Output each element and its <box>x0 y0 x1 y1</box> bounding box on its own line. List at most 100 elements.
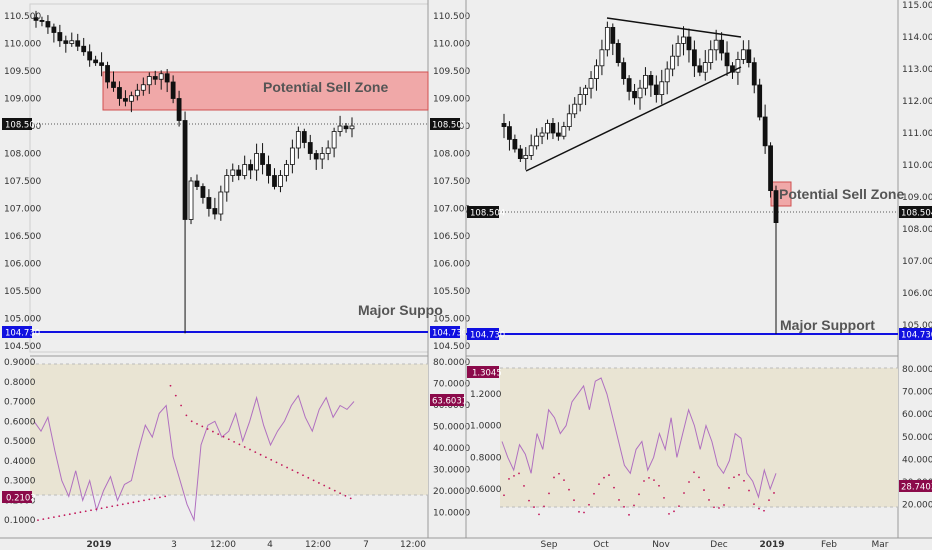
right-osc-dot <box>753 503 755 506</box>
left-candle-up <box>134 89 140 97</box>
left-price-tick-l: 104.500 <box>4 342 41 352</box>
left-support-label-bg-l <box>2 326 32 338</box>
right-price-label-bg-l <box>467 206 499 218</box>
right-candle-down <box>615 43 621 64</box>
left-price-tick-r: 107.000 <box>433 205 470 215</box>
right-candle-up <box>523 154 529 159</box>
right-osc-label-bg-l <box>467 366 499 378</box>
left-osc-dot <box>254 451 257 454</box>
right-osc-line <box>501 377 777 499</box>
right-osc-dot <box>613 486 615 489</box>
left-osc-dot <box>196 422 198 425</box>
left-osc-dot <box>121 503 124 506</box>
left-osc-dot <box>95 508 98 511</box>
right-osc-dot <box>708 499 710 501</box>
left-osc-dot <box>58 515 61 518</box>
right-osc-label-bg-r <box>899 480 932 492</box>
right-osc-dot <box>763 509 765 512</box>
left-price-tick-l: 105.000 <box>4 315 41 325</box>
left-candle-down <box>170 81 176 99</box>
left-candle-down <box>75 40 81 47</box>
left-candle-down <box>248 164 254 171</box>
left-price-tick-r: 110.000 <box>433 40 470 50</box>
right-osc-dot <box>633 504 635 507</box>
right-osc-tick-r: 20.0000 <box>902 501 932 511</box>
left-osc-dot <box>212 430 214 433</box>
right-osc-dot <box>533 506 535 508</box>
left-price-tick-r: 106.500 <box>433 232 470 242</box>
left-candle-up <box>128 95 134 102</box>
left-candle-up <box>146 76 152 86</box>
right-candle-down <box>550 123 556 134</box>
left-osc-dot <box>201 425 204 428</box>
left-candle-up <box>337 125 343 132</box>
left-x-label: 4 <box>267 540 273 550</box>
right-x-label: 2019 <box>759 540 784 550</box>
left-candle-up <box>224 175 230 193</box>
left-osc-dot <box>333 489 336 492</box>
left-osc-tick-l: 0.8000 <box>4 378 36 388</box>
right-support-label-bg-l <box>467 328 499 340</box>
right-price-tick: 111.000 <box>902 129 932 139</box>
right-candle-up <box>664 68 670 83</box>
left-osc-tick-l: 0.1000 <box>4 516 36 526</box>
right-osc-dot <box>598 483 600 485</box>
left-osc-label-bg-r <box>430 394 464 406</box>
left-candle-up <box>289 147 295 165</box>
left-osc-dot <box>291 469 294 472</box>
right-osc-dot <box>563 479 565 482</box>
right-support-text: Major Support <box>780 317 875 333</box>
right-candle-down <box>621 62 627 79</box>
right-candle-down <box>757 84 763 118</box>
right-candle-down <box>501 123 507 128</box>
right-osc-dot <box>603 476 605 479</box>
right-candle-down <box>686 36 692 51</box>
right-osc-dot <box>618 499 620 501</box>
left-price-label-l: 108.504 <box>5 121 40 131</box>
right-x-label: Feb <box>821 540 837 550</box>
left-price-tick-l: 105.500 <box>4 287 41 297</box>
left-candle-down <box>81 45 87 53</box>
left-osc-dot <box>174 394 177 397</box>
left-osc-dot <box>169 384 172 387</box>
right-osc-label-r: 28.7403 <box>901 483 932 493</box>
right-osc-dot <box>663 496 665 499</box>
left-osc-dot <box>238 443 241 446</box>
right-candle-down <box>653 84 659 95</box>
right-price-tick: 107.000 <box>902 257 932 267</box>
left-osc-dot <box>328 487 331 489</box>
left-candle-up <box>284 164 289 176</box>
left-candle-up <box>278 175 283 187</box>
right-osc-dot <box>638 493 640 496</box>
left-support-label-bg-r <box>430 326 460 338</box>
right-price-tick: 113.000 <box>902 65 932 75</box>
left-candle-down <box>63 40 69 44</box>
left-price-axis-right: 110.500110.000109.500109.000108.500108.0… <box>433 12 470 352</box>
left-candle-down <box>182 120 188 220</box>
left-price-tick-r: 105.000 <box>433 315 470 325</box>
left-candles <box>33 10 355 334</box>
left-candle-down <box>33 17 39 21</box>
left-candle-down <box>212 208 218 215</box>
right-osc-dot <box>703 489 705 491</box>
left-candle-up <box>69 40 75 44</box>
left-price-tick-l: 109.000 <box>4 95 41 105</box>
left-osc-dot <box>318 482 320 484</box>
right-osc-dot <box>513 474 515 477</box>
left-candle-down <box>272 175 277 187</box>
right-osc-tick-r: 80.0000 <box>902 365 932 375</box>
right-price-label-r: 108.504 <box>901 209 932 219</box>
left-price-tick-r: 107.500 <box>433 177 470 187</box>
left-osc-dot <box>37 519 39 522</box>
right-osc-dot <box>683 492 685 494</box>
right-osc-dot <box>568 488 570 491</box>
right-candle-up <box>637 87 643 99</box>
right-candle-up <box>566 113 572 128</box>
right-osc-dot <box>728 487 730 489</box>
right-osc-tick-l: 0.6000 <box>470 485 502 495</box>
right-osc-dot <box>643 480 645 482</box>
left-osc-dot <box>111 505 114 508</box>
right-osc-dot <box>573 499 575 502</box>
left-candle-down <box>117 87 122 99</box>
left-candle-down <box>93 59 99 64</box>
